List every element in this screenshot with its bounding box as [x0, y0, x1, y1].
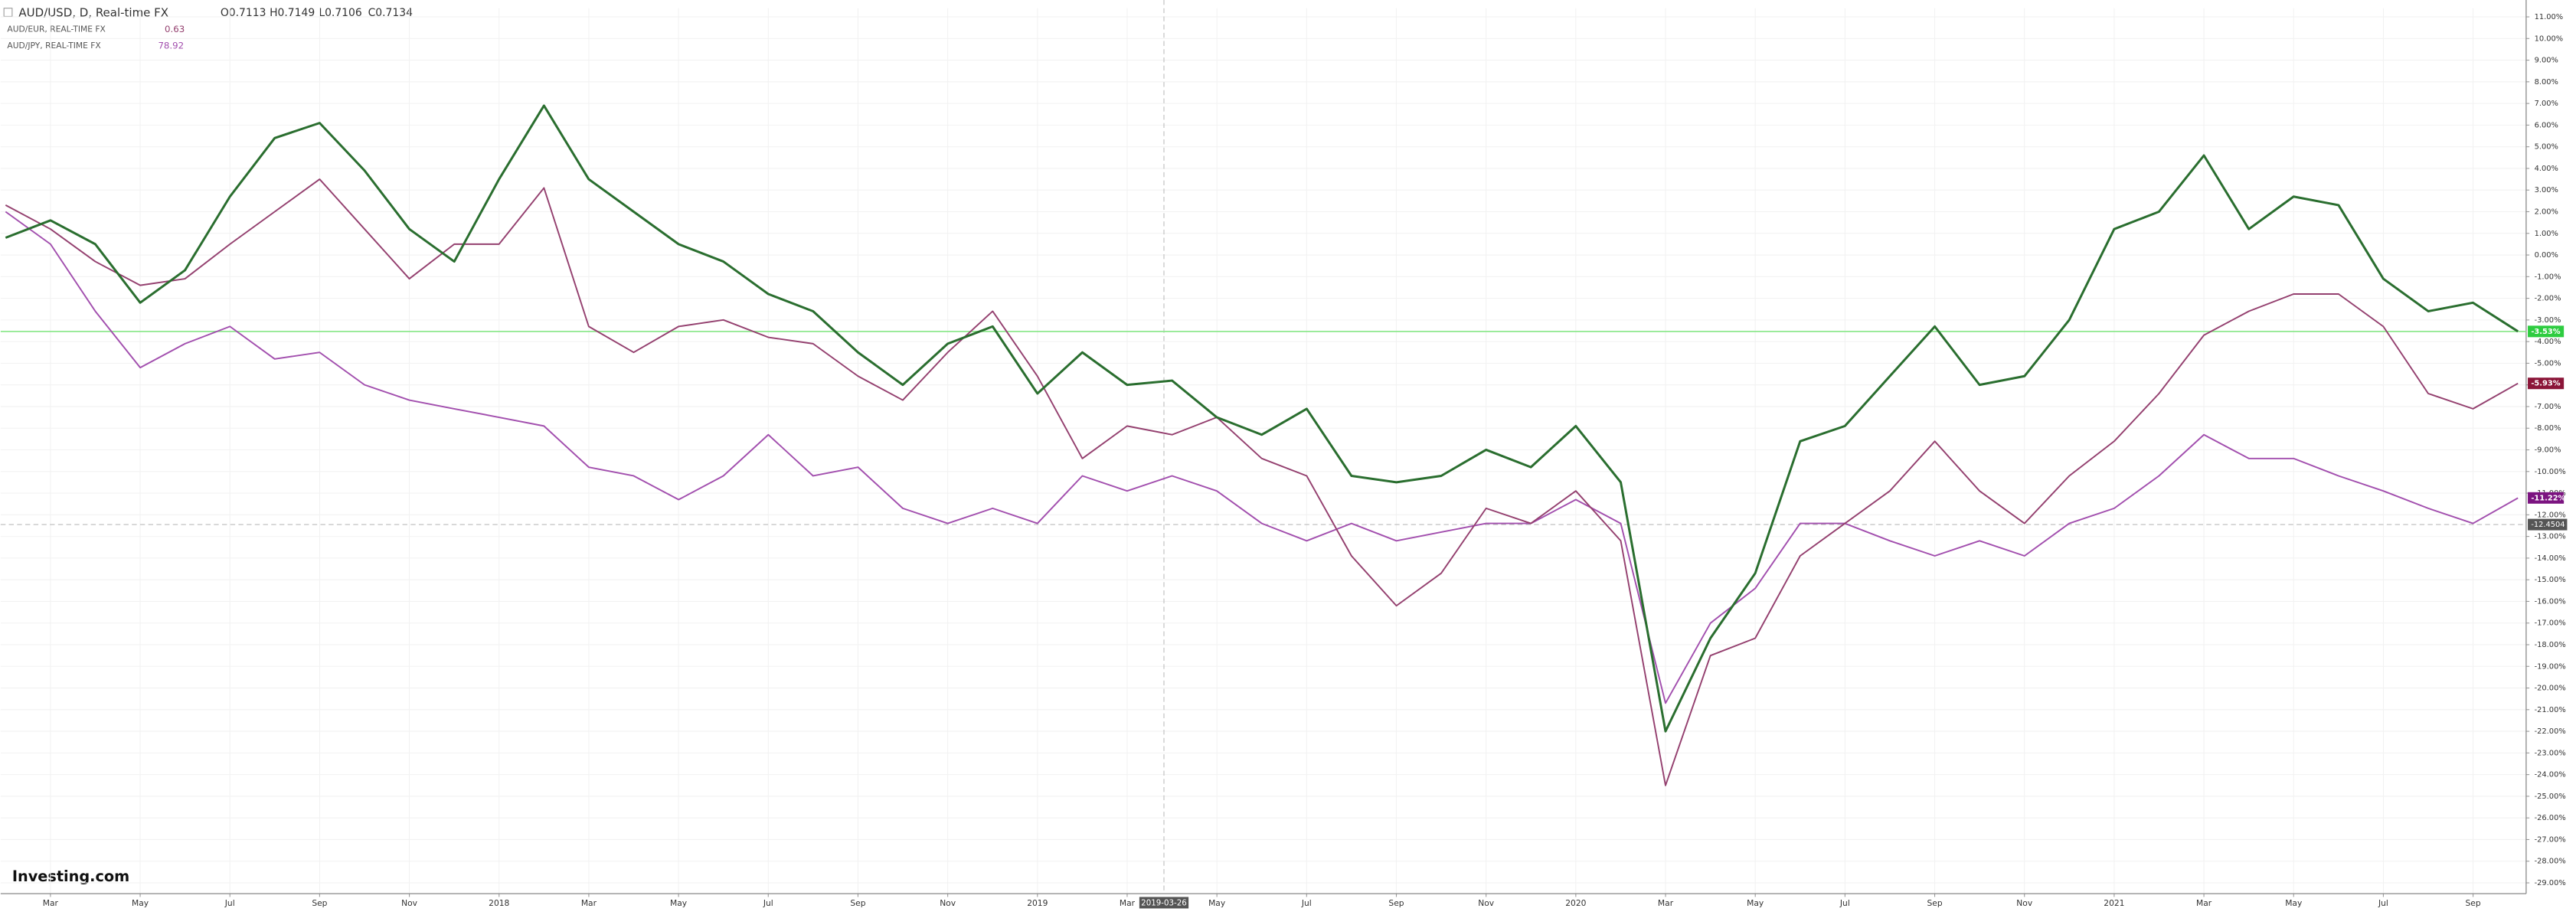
y-tick-label: -21.00%: [2535, 706, 2566, 714]
x-tick-label: Mar: [2196, 898, 2212, 908]
y-tick-label: 11.00%: [2535, 13, 2564, 21]
y-tick-label: -27.00%: [2535, 835, 2566, 844]
crosshair-x-label: 2019-03-26: [1141, 898, 1187, 907]
symbol: AUD/USD, D, Real-time FX: [18, 6, 168, 20]
compare-name: AUD/JPY, REAL-TIME FX: [7, 41, 100, 51]
y-tick-label: -15.00%: [2535, 576, 2566, 584]
logo: Investing.com: [12, 868, 129, 885]
crosshair-y-badge: [2528, 518, 2568, 531]
x-tick-label: Jul: [2378, 898, 2388, 908]
y-tick-label: -9.00%: [2535, 446, 2561, 455]
x-tick-label: May: [2285, 898, 2302, 908]
series-line: [5, 178, 2519, 786]
y-tick-label: -25.00%: [2535, 792, 2566, 801]
y-tick-label: 4.00%: [2535, 165, 2558, 173]
y-tick-label: -3.00%: [2535, 316, 2561, 325]
x-tick-label: Jul: [224, 898, 235, 908]
x-tick-label: Sep: [2466, 898, 2481, 908]
y-tick-label: -22.00%: [2535, 727, 2566, 736]
x-tick-label: May: [1208, 898, 1225, 908]
last-value-label: -5.93%: [2531, 380, 2560, 388]
y-tick-label: -7.00%: [2535, 403, 2561, 411]
x-tick-label: Sep: [312, 898, 327, 908]
x-tick-label: May: [670, 898, 687, 908]
y-tick-label: 5.00%: [2535, 143, 2558, 152]
y-tick-label: -20.00%: [2535, 685, 2566, 693]
x-tick-label: Jul: [1839, 898, 1850, 908]
x-tick-label: May: [1747, 898, 1764, 908]
x-tick-label: Mar: [1658, 898, 1674, 908]
y-tick-label: 6.00%: [2535, 121, 2558, 129]
y-tick-label: 8.00%: [2535, 78, 2558, 87]
collapse-icon[interactable]: [3, 8, 13, 17]
last-value-badge: [2528, 325, 2565, 338]
y-tick-label: -12.00%: [2535, 511, 2566, 519]
y-tick-label: 2.00%: [2535, 208, 2558, 216]
series-line: [5, 211, 2519, 704]
y-tick-label: -17.00%: [2535, 619, 2566, 628]
crosshair-y-label: -12.4504: [2531, 521, 2565, 529]
close: C0.7134: [368, 7, 414, 19]
x-tick-label: Nov: [401, 898, 417, 908]
y-tick-label: 9.00%: [2535, 57, 2558, 65]
y-tick-label: -24.00%: [2535, 771, 2566, 779]
y-tick-label: -18.00%: [2535, 641, 2566, 649]
y-tick-label: -19.00%: [2535, 662, 2566, 671]
x-tick-label: Jul: [763, 898, 773, 908]
x-tick-label: Nov: [1478, 898, 1494, 908]
last-value-label: -11.22%: [2531, 494, 2565, 502]
header: AUD/USD, D, Real-time FX O0.7113 H0.7149…: [3, 6, 414, 51]
y-tick-label: -1.00%: [2535, 273, 2561, 281]
x-tick-label: 2019: [1027, 898, 1048, 908]
x-tick-label: Nov: [940, 898, 956, 908]
grid: [0, 8, 2526, 894]
low: L0.7106: [319, 7, 361, 19]
y-tick-label: -4.00%: [2535, 338, 2561, 346]
y-tick-label: -5.00%: [2535, 359, 2561, 368]
x-tick-label: 2020: [1565, 898, 1586, 908]
x-tick-label: Mar: [43, 898, 59, 908]
x-tick-label: Sep: [850, 898, 865, 908]
y-tick-label: 10.00%: [2535, 34, 2564, 43]
x-tick-label: Sep: [1388, 898, 1404, 908]
high: H0.7149: [270, 7, 315, 19]
y-tick-label: -29.00%: [2535, 879, 2566, 887]
y-tick-label: 0.00%: [2535, 251, 2558, 260]
y-tick-label: -8.00%: [2535, 424, 2561, 433]
series-line: [5, 104, 2519, 733]
x-tick-label: May: [132, 898, 149, 908]
y-tick-label: -28.00%: [2535, 858, 2566, 866]
x-tick-label: Jul: [1301, 898, 1312, 908]
x-tick-label: Nov: [2016, 898, 2032, 908]
y-tick-label: 1.00%: [2535, 230, 2558, 238]
y-tick-label: -16.00%: [2535, 597, 2566, 606]
last-value-label: -3.53%: [2531, 328, 2560, 336]
compare-price: 0.63: [165, 24, 185, 34]
y-tick-label: 7.00%: [2535, 100, 2558, 108]
x-tick-label: Mar: [581, 898, 597, 908]
compare-price: 78.92: [158, 40, 184, 51]
y-tick-label: -10.00%: [2535, 468, 2566, 476]
last-value-badge: [2528, 377, 2565, 390]
y-tick-label: -23.00%: [2535, 749, 2566, 757]
y-tick-label: -14.00%: [2535, 554, 2566, 563]
y-tick-label: 3.00%: [2535, 186, 2558, 194]
y-tick-label: -26.00%: [2535, 814, 2566, 822]
y-tick-label: -2.00%: [2535, 295, 2561, 303]
compare-name: AUD/EUR, REAL-TIME FX: [7, 25, 105, 34]
y-tick-label: -13.00%: [2535, 533, 2566, 541]
x-tick-label: Mar: [1120, 898, 1136, 908]
x-tick-label: Sep: [1927, 898, 1942, 908]
x-tick-label: 2018: [489, 898, 509, 908]
x-tick-label: 2021: [2104, 898, 2124, 908]
last-value-badge: [2528, 492, 2565, 504]
crosshair-x-badge: [1139, 897, 1189, 909]
open: O0.7113: [221, 7, 266, 19]
